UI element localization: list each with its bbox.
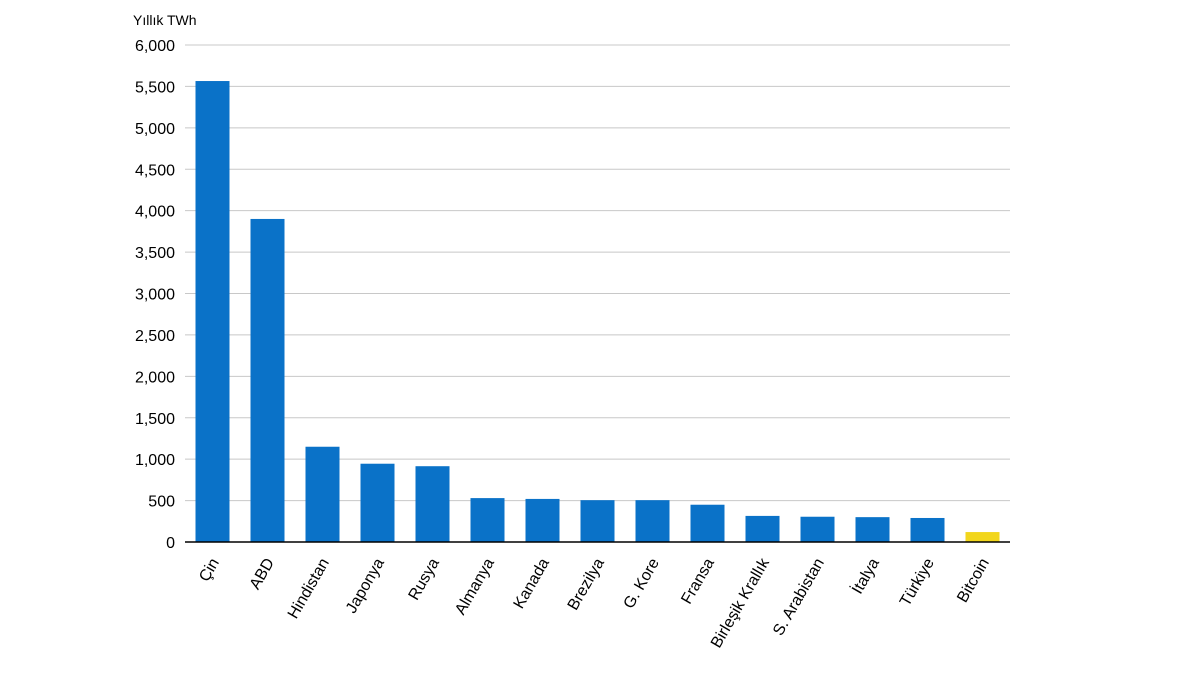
y-tick-label: 4,500 — [135, 162, 175, 179]
bars — [195, 81, 1000, 542]
y-tick-label: 1,500 — [135, 411, 175, 428]
y-tick-label: 3,500 — [135, 245, 175, 262]
x-tick-label: Türkiye — [897, 555, 938, 609]
x-tick-label: Brezilya — [565, 555, 608, 613]
y-tick-label: 5,500 — [135, 79, 175, 96]
bar-highlight — [965, 532, 1000, 542]
bar-value — [635, 500, 670, 542]
bar-value — [855, 517, 890, 542]
bar-value — [360, 463, 395, 542]
bar-value — [305, 446, 340, 542]
y-axis-title: Yıllık TWh — [133, 12, 197, 28]
y-tick-labels: 0 500 1,000 1,500 2,000 2,500 3,000 3,500 4,000 4… — [135, 38, 175, 552]
gridlines — [185, 44, 1010, 502]
x-tick-labels: Çin ABD Hindistan Japonya Rusya Almanya Kanada… — [196, 554, 993, 651]
x-tick-label: Japonya — [343, 555, 388, 616]
y-tick-label: 500 — [148, 494, 175, 511]
bar-value — [525, 498, 560, 542]
bar-value — [415, 466, 450, 542]
y-tick-label: 2,500 — [135, 328, 175, 345]
x-tick-label: İtalya — [847, 554, 883, 597]
x-tick-label: Fransa — [678, 555, 718, 607]
x-tick-label: Bitcoin — [954, 556, 993, 606]
x-tick-label: S. Arabistan — [770, 556, 828, 639]
x-tick-label: Birleşik Krallık — [708, 555, 773, 651]
bar-value — [910, 517, 945, 542]
bar-value — [470, 498, 505, 542]
y-tick-label: 6,000 — [135, 38, 175, 55]
x-tick-label: Rusya — [406, 555, 443, 603]
x-tick-label: G. Kore — [621, 555, 663, 611]
y-tick-label: 2,000 — [135, 369, 175, 386]
bar-value — [580, 500, 615, 542]
bar-value — [800, 516, 835, 542]
y-tick-label: 0 — [166, 535, 175, 552]
y-tick-label: 1,000 — [135, 452, 175, 469]
y-tick-label: 5,000 — [135, 121, 175, 138]
x-tick-label: ABD — [247, 556, 278, 593]
bar-value — [690, 504, 725, 542]
x-tick-label: Almanya — [452, 555, 498, 617]
x-tick-label: Çin — [196, 556, 223, 585]
bar-value — [250, 218, 285, 542]
bar-value — [195, 81, 230, 542]
x-tick-label: Hindistan — [285, 556, 333, 622]
y-tick-label: 4,000 — [135, 204, 175, 221]
x-tick-label: Kanada — [511, 555, 553, 611]
bar-value — [745, 515, 780, 542]
y-tick-label: 3,000 — [135, 287, 175, 304]
